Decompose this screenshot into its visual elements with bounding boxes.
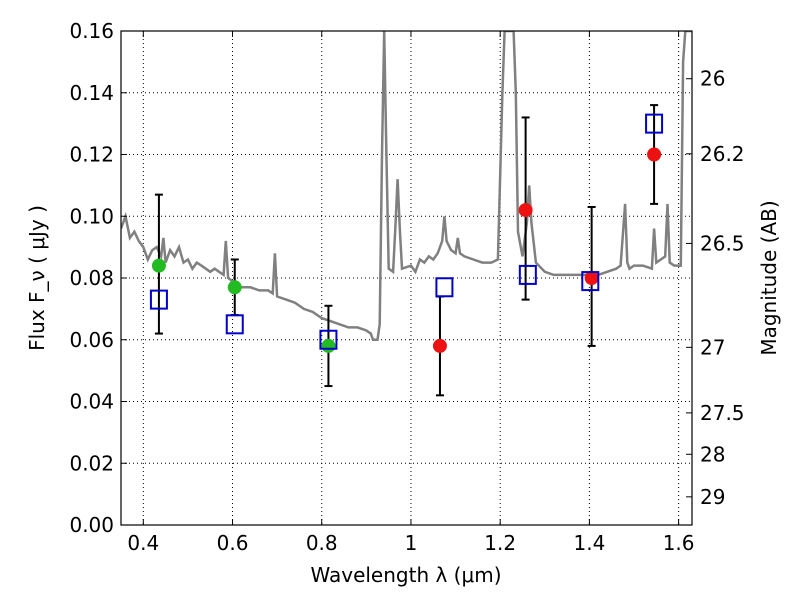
y-tick-label: 0.12 bbox=[69, 143, 114, 167]
x-tick-label: 1.4 bbox=[573, 531, 605, 555]
model-square bbox=[225, 314, 244, 335]
y-tick-label: 0.08 bbox=[69, 266, 114, 290]
model-square bbox=[435, 277, 454, 298]
x-axis-title: Wavelength λ (μm) bbox=[310, 563, 501, 587]
model-square bbox=[149, 289, 168, 310]
green-point bbox=[227, 280, 242, 295]
right-tick-label: 29 bbox=[700, 485, 725, 509]
model-square bbox=[319, 329, 338, 350]
right-tick-label: 28 bbox=[700, 442, 725, 466]
plot-area bbox=[121, 31, 692, 397]
red-point bbox=[584, 271, 599, 285]
y-tick-label: 0.06 bbox=[69, 328, 114, 352]
red-point bbox=[518, 203, 533, 218]
y-tick-label: 0.10 bbox=[69, 204, 114, 228]
x-tick-label: 1 bbox=[405, 531, 418, 555]
x-tick-label: 1.2 bbox=[484, 531, 516, 555]
red-points bbox=[432, 147, 662, 353]
green-point bbox=[151, 258, 166, 273]
y-tick-label: 0.14 bbox=[69, 81, 114, 105]
spectrum-line bbox=[121, 31, 692, 342]
right-tick-label: 26 bbox=[700, 67, 725, 91]
x-tick-label: 0.8 bbox=[306, 531, 338, 555]
y-tick-label: 0.02 bbox=[69, 451, 114, 475]
y-axis-right-title: Magnitude (AB) bbox=[757, 200, 781, 355]
right-tick-label: 26.5 bbox=[700, 231, 745, 255]
model-square bbox=[518, 264, 537, 285]
model-squares bbox=[149, 113, 664, 350]
green-point bbox=[321, 338, 336, 353]
axis-ticks: 0.4 0.6 0.8 1 1.2 1.4 1.6 0.00 0.02 0.04 0.06 0.08 0… bbox=[69, 19, 744, 555]
y-tick-label: 0.00 bbox=[69, 513, 114, 537]
y-axis-title: Flux F_ν ( μJy ) bbox=[25, 205, 49, 351]
y-tick-label: 0.16 bbox=[69, 19, 114, 43]
right-tick-label: 27.5 bbox=[700, 401, 745, 425]
x-tick-label: 1.6 bbox=[663, 531, 695, 555]
x-tick-label: 0.4 bbox=[127, 531, 159, 555]
x-tick-label: 0.6 bbox=[217, 531, 249, 555]
red-point bbox=[432, 338, 447, 353]
right-tick-label: 26.2 bbox=[700, 142, 745, 166]
red-point bbox=[647, 147, 662, 162]
plot-background bbox=[121, 31, 692, 525]
right-tick-label: 27 bbox=[700, 335, 725, 359]
y-tick-label: 0.04 bbox=[69, 390, 114, 414]
model-square bbox=[581, 271, 600, 292]
model-square bbox=[645, 113, 664, 134]
